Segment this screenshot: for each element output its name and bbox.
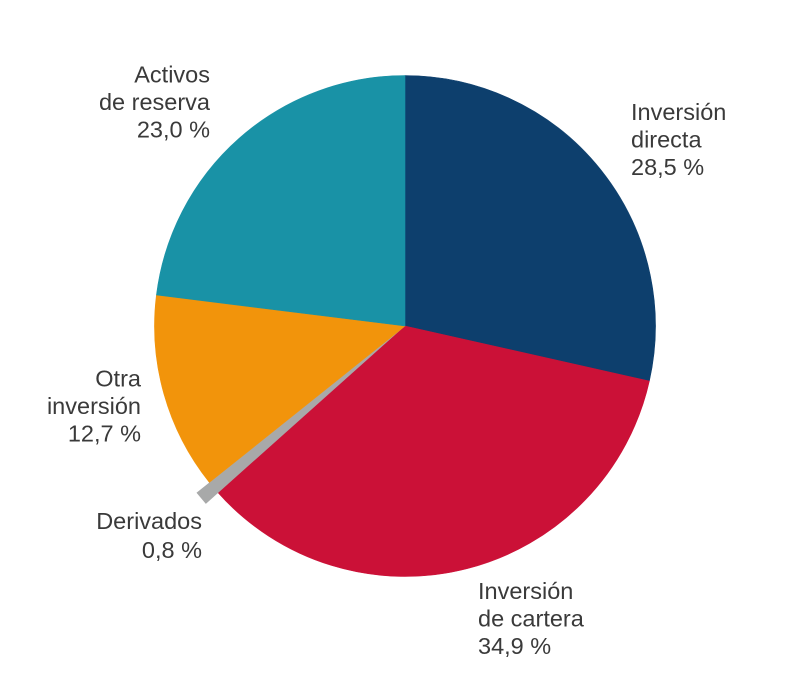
svg-text:directa: directa	[631, 127, 702, 153]
svg-text:28,5 %: 28,5 %	[631, 154, 704, 180]
svg-text:0,8 %: 0,8 %	[142, 537, 202, 563]
svg-text:de reserva: de reserva	[99, 89, 211, 115]
svg-text:Otra: Otra	[95, 366, 142, 392]
svg-text:12,7 %: 12,7 %	[68, 421, 141, 447]
svg-text:23,0 %: 23,0 %	[137, 117, 210, 143]
svg-text:Activos: Activos	[134, 62, 210, 88]
svg-text:34,9 %: 34,9 %	[478, 633, 551, 659]
svg-text:de cartera: de cartera	[478, 606, 585, 632]
svg-text:Inversión: Inversión	[631, 99, 726, 125]
svg-text:Derivados: Derivados	[96, 508, 202, 534]
svg-text:Inversión: Inversión	[478, 578, 573, 604]
svg-text:inversión: inversión	[47, 393, 141, 419]
